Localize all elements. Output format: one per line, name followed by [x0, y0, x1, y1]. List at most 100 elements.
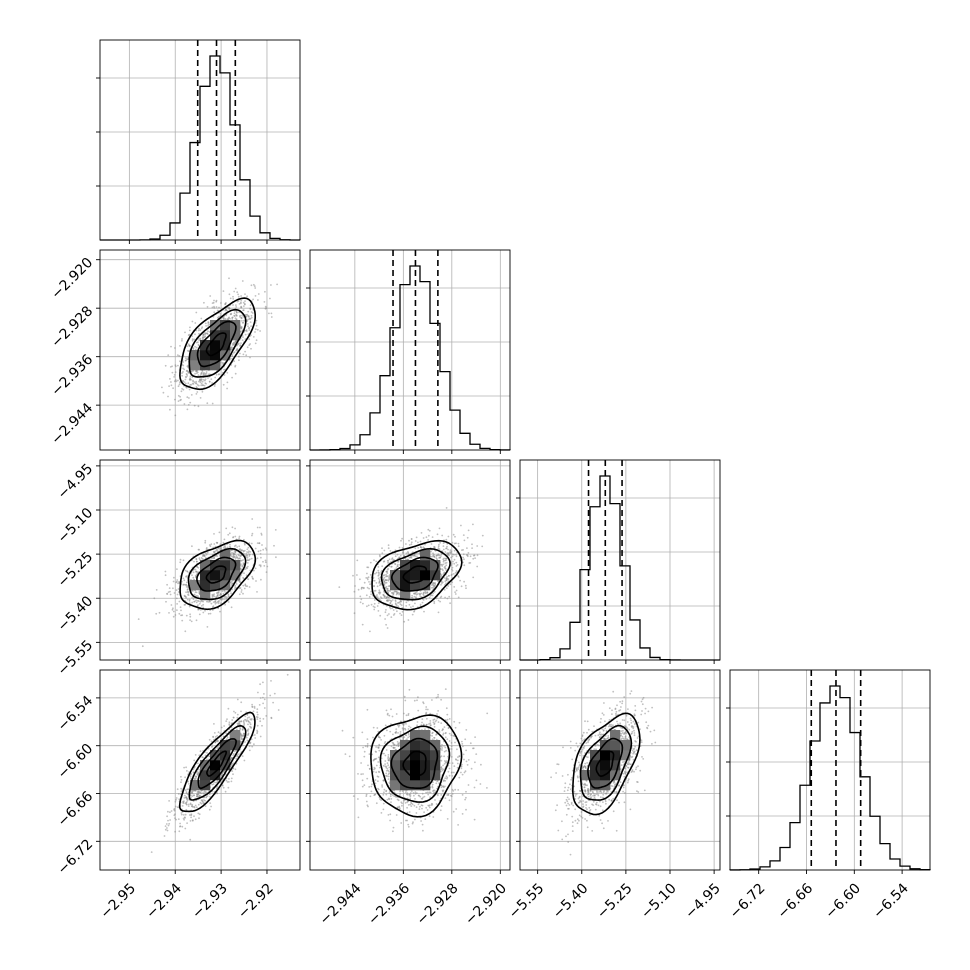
scatter-point: [599, 819, 602, 821]
scatter-point: [419, 540, 422, 543]
scatter-point: [580, 815, 583, 818]
scatter-point: [451, 775, 454, 777]
scatter-point: [444, 777, 447, 780]
scatter-point: [419, 805, 421, 808]
scatter-point: [463, 558, 465, 561]
scatter-point: [244, 300, 246, 302]
scatter-point: [191, 338, 194, 341]
scatter-point: [170, 604, 173, 606]
scatter-point: [446, 713, 449, 716]
scatter-point: [219, 312, 222, 315]
scatter-point: [441, 563, 443, 566]
scatter-point: [176, 579, 179, 581]
scatter-point: [366, 578, 369, 581]
scatter-point: [256, 724, 259, 727]
scatter-point: [565, 813, 568, 816]
x-tick-label: −2.928: [414, 880, 462, 928]
scatter-point: [395, 591, 398, 593]
scatter-point: [571, 777, 573, 779]
scatter-point: [196, 391, 199, 393]
scatter-point: [241, 738, 244, 740]
scatter-point: [243, 319, 245, 322]
scatter-point: [575, 767, 577, 769]
x-tick-label: −2.944: [317, 880, 365, 928]
scatter-point: [402, 736, 405, 739]
scatter-point: [236, 556, 239, 559]
scatter-point: [457, 596, 460, 599]
scatter-point: [373, 608, 376, 611]
scatter-point: [387, 547, 390, 550]
scatter-point: [195, 372, 198, 375]
scatter-point: [252, 283, 255, 286]
scatter-point: [458, 776, 461, 779]
scatter-point: [395, 814, 398, 816]
scatter-point: [195, 393, 198, 395]
scatter-point: [176, 580, 178, 583]
scatter-point: [222, 541, 225, 544]
scatter-point: [204, 541, 207, 544]
density-cell: [200, 590, 211, 601]
contour-line: [390, 556, 439, 592]
scatter-point: [386, 614, 389, 617]
scatter-point: [234, 584, 237, 587]
scatter-point: [182, 364, 185, 367]
scatter-point: [627, 763, 629, 766]
density-cell: [190, 360, 201, 371]
scatter-point: [200, 384, 203, 387]
scatter-point: [382, 593, 385, 596]
scatter-point: [422, 829, 424, 832]
scatter-point: [372, 770, 375, 773]
scatter-point: [226, 309, 228, 312]
scatter-point: [260, 534, 263, 536]
scatter-point: [200, 557, 203, 559]
scatter-point: [390, 801, 392, 803]
scatter-point: [259, 735, 262, 738]
scatter-point: [233, 351, 236, 354]
scatter-point: [163, 835, 166, 837]
scatter-point: [232, 552, 235, 555]
scatter-point: [206, 752, 208, 754]
scatter-point: [582, 803, 584, 805]
grid-vertical: [537, 670, 715, 870]
scatter-point: [460, 771, 462, 774]
scatter-point: [226, 371, 229, 374]
scatter-point: [173, 374, 176, 376]
scatter-point: [640, 739, 643, 742]
scatter-point: [233, 360, 236, 363]
scatter-point: [249, 553, 251, 556]
scatter-point: [204, 322, 207, 325]
scatter-point: [451, 555, 454, 558]
scatter-point: [449, 552, 452, 555]
contour-line: [196, 556, 237, 592]
scatter-point: [437, 693, 439, 696]
scatter-point: [600, 791, 603, 794]
scatter-point: [179, 381, 181, 384]
histogram-panel: −6.72 −6.66 −6.60 −6.54: [726, 669, 931, 922]
scatter-point: [385, 596, 388, 599]
scatter-point: [456, 766, 459, 769]
scatter-point: [649, 730, 652, 733]
scatter-point: [569, 853, 572, 856]
scatter-point: [205, 553, 208, 556]
scatter-point: [211, 402, 214, 405]
scatter-point: [397, 732, 399, 734]
scatter-point: [248, 721, 251, 724]
scatter-point: [585, 807, 587, 809]
scatter-point: [426, 791, 429, 794]
scatter-point: [238, 721, 241, 724]
scatter-point: [236, 300, 239, 303]
scatter-point: [223, 538, 226, 541]
scatter-point: [231, 343, 234, 345]
scatter-point: [460, 765, 463, 768]
scatter-point: [432, 552, 434, 555]
scatter-point: [377, 780, 379, 783]
scatter-point: [175, 798, 177, 801]
scatter-point: [184, 378, 187, 381]
scatter-point: [411, 822, 414, 825]
scatter-point: [445, 564, 448, 567]
scatter-point: [373, 579, 376, 582]
scatter-point: [474, 761, 476, 764]
scatter-point: [408, 793, 411, 796]
scatter-point: [456, 748, 458, 751]
scatter-point: [214, 376, 217, 379]
